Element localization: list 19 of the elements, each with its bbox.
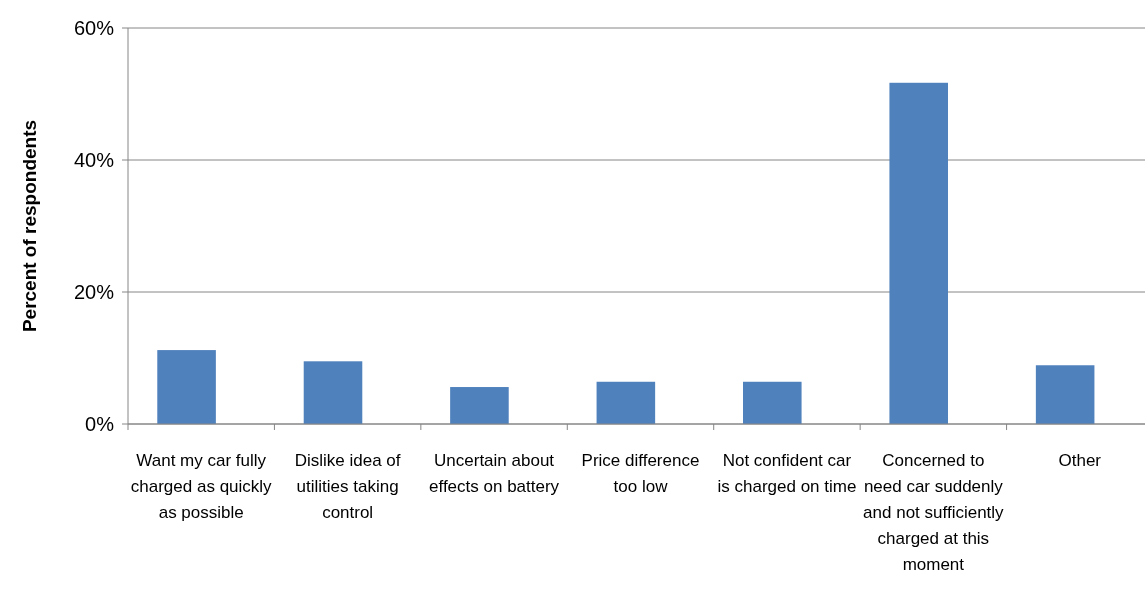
y-axis-title: Percent of respondents bbox=[19, 119, 40, 333]
bar bbox=[889, 82, 948, 424]
x-tick-label: Not confident car is charged on time bbox=[717, 451, 857, 496]
x-tick-label: Uncertain about effects on battery bbox=[429, 451, 560, 496]
y-tick-label: 40% bbox=[73, 149, 115, 171]
y-tick-label: 60% bbox=[73, 17, 115, 39]
x-tick-label: Concerned to need car suddenly and not sufficiently charged at this moment bbox=[863, 451, 1005, 574]
bar bbox=[743, 381, 802, 424]
bar bbox=[157, 350, 216, 424]
bar bbox=[303, 361, 363, 424]
bar bbox=[596, 381, 656, 424]
x-tick-label: Price difference too low bbox=[581, 451, 700, 496]
bar bbox=[1035, 365, 1095, 424]
x-tick-label: Dislike idea of utilities taking control bbox=[294, 451, 401, 522]
x-tick-label: Other bbox=[1058, 451, 1102, 470]
y-tick-label: 0% bbox=[85, 413, 115, 435]
y-tick-label: 20% bbox=[73, 281, 115, 303]
x-tick-label: Want my car fully charged as quickly as possible bbox=[130, 451, 273, 522]
bar bbox=[450, 387, 509, 424]
